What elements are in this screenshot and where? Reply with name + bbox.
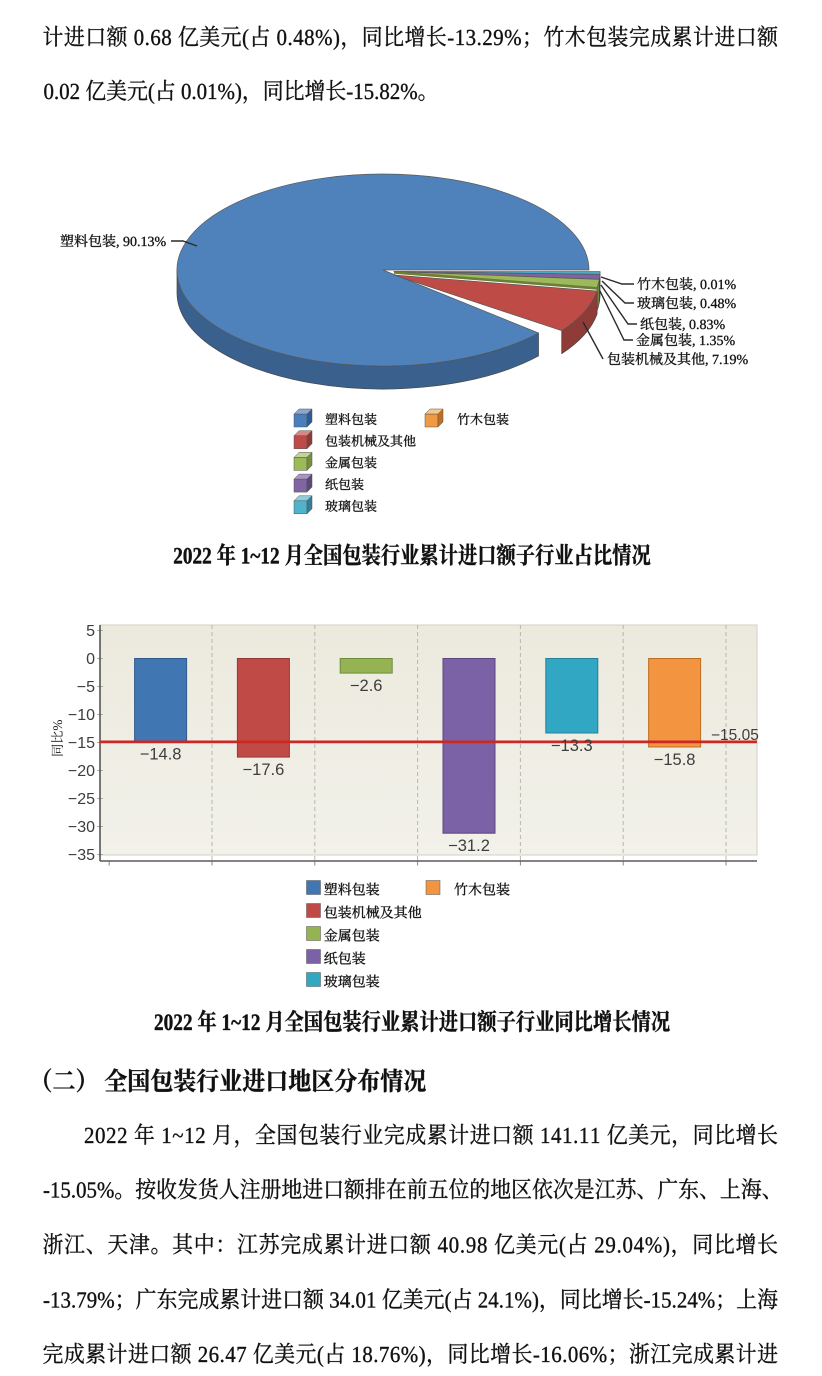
svg-text:−17.6: −17.6 xyxy=(243,761,285,779)
svg-text:−15.8: −15.8 xyxy=(654,751,696,769)
svg-text:−2.6: −2.6 xyxy=(350,677,383,695)
svg-text:−14.8: −14.8 xyxy=(140,745,182,763)
svg-text:−5: −5 xyxy=(77,679,95,696)
svg-text:−31.2: −31.2 xyxy=(448,837,490,855)
svg-text:−13.3: −13.3 xyxy=(551,737,593,755)
svg-text:−30: −30 xyxy=(68,819,95,836)
svg-text:−25: −25 xyxy=(68,791,95,808)
svg-text:−15: −15 xyxy=(68,735,95,752)
svg-text:−20: −20 xyxy=(68,763,95,780)
svg-text:5: 5 xyxy=(86,623,95,640)
svg-text:−10: −10 xyxy=(68,707,95,724)
svg-text:−15.05: −15.05 xyxy=(711,727,759,744)
svg-text:0: 0 xyxy=(86,651,95,668)
svg-text:−35: −35 xyxy=(68,847,95,864)
